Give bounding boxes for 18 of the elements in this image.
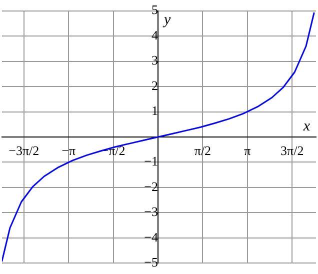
x-tick-label: −π/2 — [101, 143, 126, 158]
y-tick-label: 1 — [152, 103, 158, 118]
x-tick-label: 3π/2 — [280, 143, 304, 158]
y-tick-label: −3 — [144, 204, 158, 220]
x-tick-label: −3π/2 — [8, 143, 40, 158]
y-tick-label: −4 — [144, 229, 158, 244]
y-tick-label: −5 — [144, 254, 158, 270]
x-tick-label: π — [244, 143, 252, 158]
x-tick-label: −π — [62, 143, 76, 158]
x-axis-title: x — [302, 118, 310, 134]
x-tick-label: π/2 — [194, 143, 212, 158]
y-tick-label: −2 — [144, 178, 158, 194]
y-tick-label: 5 — [152, 2, 158, 18]
y-tick-label: 2 — [152, 78, 158, 93]
y-tick-label: −1 — [144, 154, 158, 169]
y-tick-label: 3 — [152, 52, 158, 68]
y-tick-label: 4 — [152, 27, 159, 42]
y-axis-title: y — [162, 12, 172, 28]
